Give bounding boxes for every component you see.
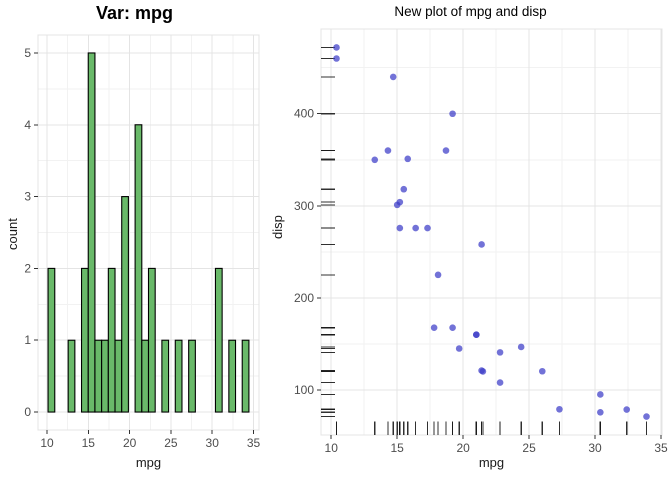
histogram-title: Var: mpg — [95, 3, 174, 23]
histogram-bar — [114, 339, 123, 413]
histogram-bar — [107, 267, 116, 413]
x-tick-label: 25 — [164, 436, 178, 450]
y-tick-label: 3 — [24, 190, 31, 204]
histogram-x-axis-title: mpg — [135, 455, 162, 470]
scatter-figure: 10 15 20 25 30 35 100 200 300 400 New plot of mpg… — [269, 0, 672, 480]
y-tick-label: 200 — [294, 291, 314, 305]
histogram-bar — [241, 339, 250, 413]
histogram-bar — [80, 267, 89, 413]
x-tick-label: 20 — [456, 441, 470, 455]
scatter-point — [424, 224, 431, 232]
scatter-point — [623, 406, 631, 413]
y-tick-label: 300 — [294, 199, 314, 213]
histogram-bar — [228, 339, 237, 413]
scatter-point — [393, 201, 401, 209]
scatter-point — [434, 271, 442, 279]
scatter-point — [556, 405, 563, 413]
y-tick-label: 1 — [24, 333, 31, 347]
y-tick-label: 100 — [294, 383, 314, 397]
x-tick-label: 35 — [654, 441, 668, 455]
histogram-figure: 10 15 20 25 30 35 0 1 2 3 4 5 Var: mpg count mpg — [0, 0, 269, 480]
y-tick-label: 2 — [24, 261, 31, 275]
y-tick-label: 400 — [294, 107, 314, 121]
y-tick-label: 5 — [24, 46, 31, 60]
histogram-bar — [121, 196, 129, 413]
scatter-y-axis-title: disp — [270, 215, 285, 239]
x-tick-label: 15 — [82, 436, 96, 450]
histogram-bar — [101, 339, 109, 413]
scatter-point — [478, 241, 485, 248]
histogram-bar — [147, 267, 156, 413]
scatter-point — [455, 345, 463, 352]
scatter-x-axis-title: mpg — [478, 455, 505, 470]
histogram-bar — [87, 52, 96, 413]
scatter-point — [442, 147, 450, 154]
histogram-bar — [161, 339, 170, 413]
scatter-point — [517, 343, 525, 351]
scatter-title: New plot of mpg and disp — [394, 4, 547, 19]
y-tick-label: 0 — [24, 405, 31, 419]
scatter-point — [396, 224, 404, 232]
scatter-point — [496, 379, 504, 386]
panel-border — [37, 34, 260, 431]
scatter-point — [478, 367, 485, 374]
x-tick-label: 35 — [247, 436, 261, 450]
scatter-point — [473, 331, 480, 338]
x-tick-label: 20 — [123, 436, 137, 450]
scatter-point — [384, 147, 392, 154]
scatter-point — [371, 156, 379, 164]
scatter-point — [449, 110, 456, 118]
scatter-point — [333, 44, 340, 51]
scatter-point — [643, 413, 650, 420]
scatter-canvas: 10 15 20 25 30 35 100 200 300 400 — [294, 28, 668, 455]
scatter-point — [404, 155, 412, 163]
histogram-y-axis-title: count — [5, 218, 20, 250]
scatter-point — [538, 367, 546, 375]
histogram-bar — [174, 339, 183, 413]
histogram-bar — [134, 124, 143, 413]
scatter-point — [389, 73, 397, 81]
histogram-bar — [94, 339, 103, 413]
y-tick-label: 4 — [24, 118, 31, 132]
histogram-bar — [214, 267, 223, 413]
scatter-point — [430, 324, 438, 332]
panel-border — [320, 28, 663, 436]
scatter-point — [412, 224, 419, 232]
histogram-bar — [188, 339, 196, 413]
scatter-point — [597, 391, 604, 398]
x-tick-label: 25 — [522, 441, 536, 455]
scatter-point — [400, 185, 408, 193]
scatter-point — [449, 324, 456, 332]
histogram-bar — [47, 267, 56, 413]
scatter-point — [496, 349, 504, 356]
x-tick-label: 30 — [206, 436, 220, 450]
histogram-canvas: 10 15 20 25 30 35 0 1 2 3 4 5 — [24, 34, 261, 450]
x-tick-label: 10 — [325, 441, 339, 455]
scatter-point — [333, 55, 340, 62]
histogram-bar — [67, 339, 76, 413]
x-tick-label: 30 — [588, 441, 602, 455]
scatter-point — [597, 409, 604, 416]
x-tick-label: 10 — [40, 436, 54, 450]
x-tick-label: 15 — [391, 441, 405, 455]
histogram-bar — [141, 339, 150, 413]
